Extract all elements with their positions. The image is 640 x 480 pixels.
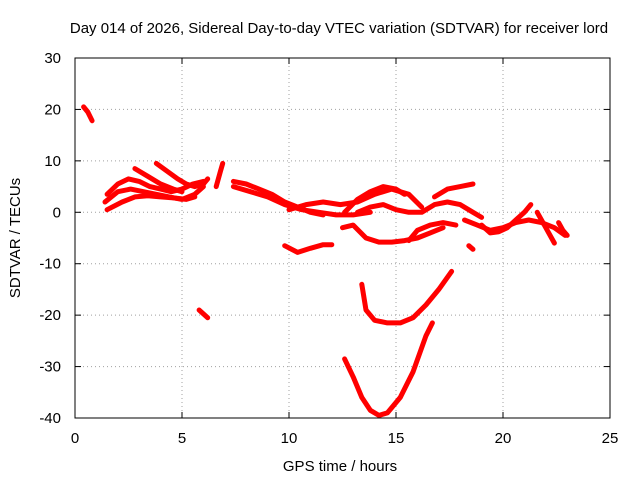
series-arc-4 <box>104 193 198 213</box>
series-arc-1 <box>81 104 95 124</box>
series-arc-14 <box>340 222 446 245</box>
series-arc-20 <box>342 320 435 418</box>
x-tick-label: 25 <box>602 430 619 447</box>
x-tick-label: 10 <box>281 430 298 447</box>
series-arc-23 <box>534 209 557 246</box>
series-arc-10 <box>230 184 373 218</box>
y-tick-label: 10 <box>44 153 61 170</box>
series-arc-8 <box>196 307 211 321</box>
series-arc-13 <box>355 199 485 220</box>
x-tick-label: 0 <box>71 430 79 447</box>
series-arc-22 <box>479 202 534 236</box>
series-arc-19 <box>359 268 455 326</box>
series-arc-18 <box>466 243 476 252</box>
series-arc-6 <box>132 166 185 195</box>
x-tick-label: 5 <box>178 430 186 447</box>
y-tick-label: -10 <box>39 256 61 273</box>
chart-title: Day 014 of 2026, Sidereal Day-to-day VTE… <box>70 20 608 37</box>
y-tick-label: 30 <box>44 50 61 67</box>
y-tick-label: 20 <box>44 101 61 118</box>
y-axis-label: SDTVAR / TECUs <box>7 178 24 298</box>
y-tick-label: -20 <box>39 307 61 324</box>
series-arc-17 <box>432 181 476 200</box>
y-tick-label: 0 <box>53 204 61 221</box>
series-arc-7 <box>213 160 226 190</box>
series-arc-24 <box>556 220 570 238</box>
series-arc-16 <box>406 220 459 244</box>
series-layer <box>81 104 570 418</box>
y-tick-label: -30 <box>39 359 61 376</box>
y-tick-label: -40 <box>39 410 61 427</box>
series-arc-12 <box>342 184 408 215</box>
series-arc-15 <box>282 242 335 255</box>
x-axis-label: GPS time / hours <box>283 458 397 475</box>
series-arc-5 <box>153 160 211 190</box>
plot-frame <box>74 57 611 419</box>
tick-layer: 0 5 10 15 20 25 -40 -30 -20 -10 0 10 20 30 <box>39 50 618 447</box>
x-tick-label: 15 <box>388 430 405 447</box>
x-tick-label: 20 <box>495 430 512 447</box>
grid-layer <box>75 58 610 418</box>
